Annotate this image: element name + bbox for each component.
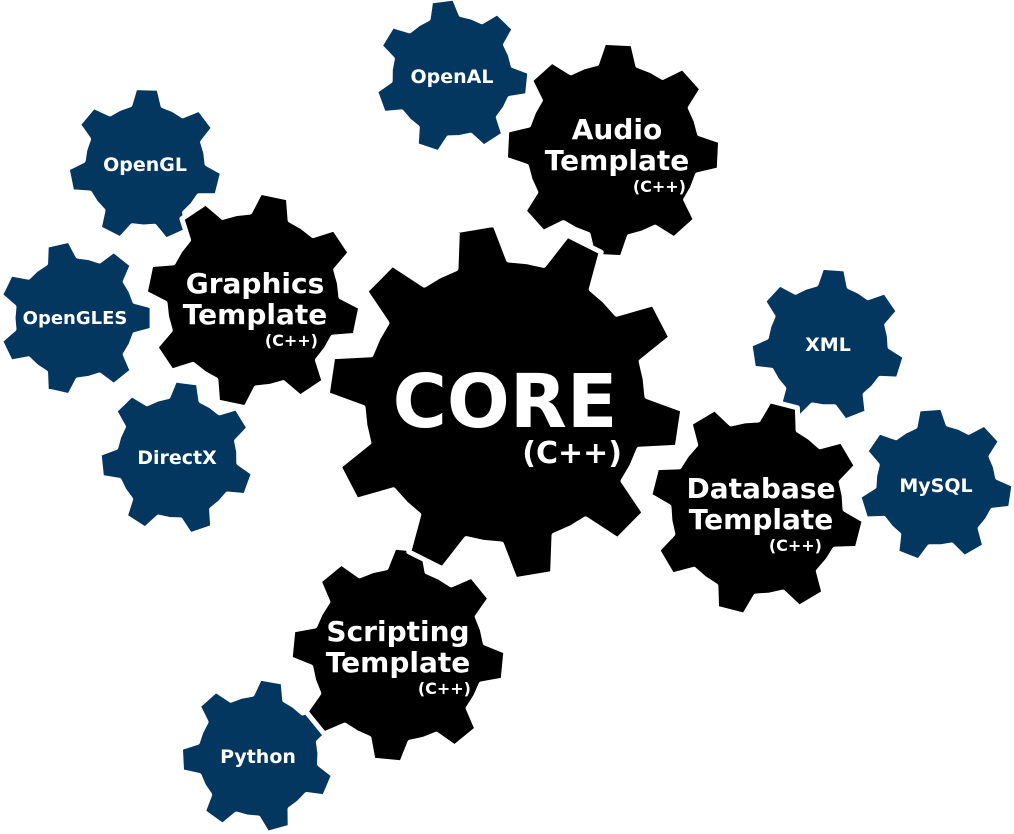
opengles-gear-shape: [0, 237, 155, 399]
directx-gear-shape: [96, 377, 256, 538]
audio-template-subtitle: Template: [545, 144, 689, 177]
directx-gear: DirectX: [96, 377, 256, 538]
database-template-subtitle: Template: [689, 503, 833, 536]
scripting-template-title: Scripting: [326, 615, 469, 648]
xml-gear: XML: [747, 264, 908, 424]
database-template-title: Database: [686, 472, 835, 505]
scripting-template-subtitle: Template: [326, 646, 470, 679]
graphics-template-gear: Graphics Template (C++): [142, 189, 364, 411]
python-gear: Python: [177, 675, 337, 834]
core-title: CORE: [393, 359, 618, 445]
graphics-template-gear-shape: [142, 189, 364, 411]
opengl-gear: OpenGL: [64, 85, 226, 243]
database-template-gear: Database Template (C++): [647, 398, 867, 618]
database-template-lang: (C++): [769, 536, 822, 555]
graphics-template-title: Graphics: [186, 267, 325, 300]
mysql-label: MySQL: [899, 475, 972, 497]
graphics-template-subtitle: Template: [183, 298, 327, 331]
mysql-gear: MySQL: [856, 404, 1014, 564]
openal-gear-shape: [373, 0, 533, 156]
mysql-gear-shape: [856, 404, 1014, 564]
core-subtitle: (C++): [522, 436, 622, 471]
opengles-gear: OpenGLES: [0, 237, 155, 399]
openal-gear: OpenAL: [373, 0, 533, 156]
core-gear: CORE (C++): [324, 221, 686, 583]
python-gear-shape: [177, 675, 337, 834]
audio-template-title: Audio: [572, 113, 662, 146]
openal-label: OpenAL: [411, 66, 494, 88]
opengl-label: OpenGL: [103, 154, 187, 176]
audio-template-gear: Audio Template (C++): [502, 39, 724, 261]
directx-label: DirectX: [137, 447, 217, 469]
scripting-template-lang: (C++): [418, 679, 471, 698]
database-template-gear-shape: [647, 398, 867, 618]
opengles-label: OpenGLES: [23, 308, 128, 329]
graphics-template-lang: (C++): [265, 331, 318, 350]
opengl-gear-shape: [64, 85, 226, 243]
scripting-template-gear: Scripting Template (C++): [287, 544, 509, 766]
audio-template-gear-shape: [502, 39, 724, 261]
xml-gear-shape: [747, 264, 908, 424]
core-gear-shape: [324, 221, 686, 583]
audio-template-lang: (C++): [633, 177, 686, 196]
xml-label: XML: [805, 334, 851, 356]
python-label: Python: [220, 746, 296, 768]
